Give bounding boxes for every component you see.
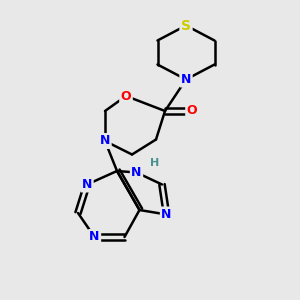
Text: N: N	[131, 166, 142, 179]
Text: N: N	[100, 134, 110, 148]
Text: N: N	[181, 73, 191, 86]
Text: H: H	[150, 158, 159, 169]
Text: O: O	[187, 104, 197, 118]
Text: N: N	[82, 178, 92, 191]
Text: S: S	[181, 19, 191, 32]
Text: N: N	[161, 208, 172, 221]
Text: O: O	[121, 89, 131, 103]
Text: N: N	[89, 230, 100, 244]
